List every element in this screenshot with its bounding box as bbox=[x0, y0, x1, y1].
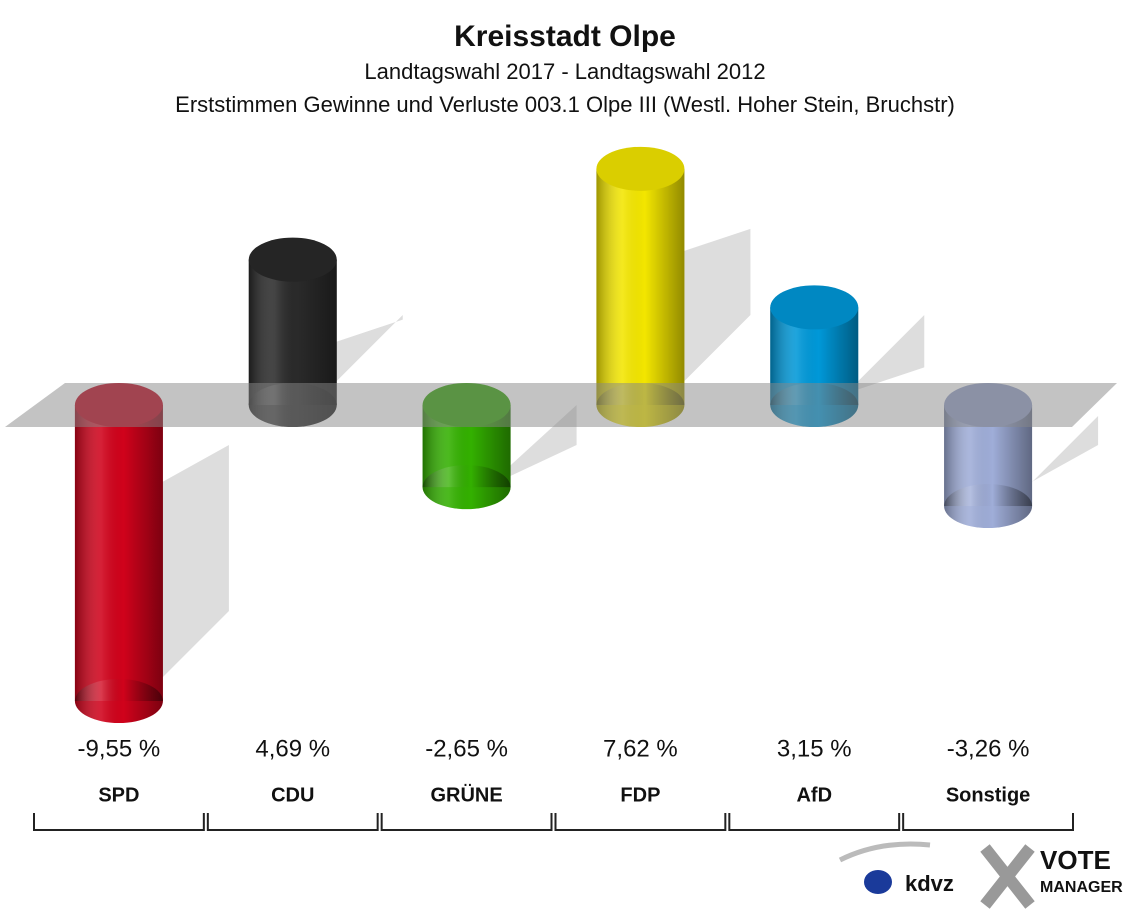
bar-top-shade bbox=[248, 237, 337, 282]
logo-ball bbox=[864, 870, 892, 894]
category-bracket bbox=[728, 813, 901, 831]
logo-text: MANAGER bbox=[1040, 879, 1123, 896]
logo-swoosh bbox=[838, 841, 931, 863]
category-bracket bbox=[554, 813, 727, 831]
bar-body-shade bbox=[74, 405, 163, 701]
category-label: AfD bbox=[796, 784, 832, 806]
category-bracket bbox=[33, 813, 205, 831]
category-label: SPD bbox=[98, 784, 139, 806]
value-label: -9,55 % bbox=[78, 735, 161, 762]
logo: kdvz VOTE MANAGER bbox=[838, 841, 1123, 909]
bar-shadow bbox=[1008, 416, 1099, 507]
bar-body-shade bbox=[248, 259, 337, 405]
value-label: -2,65 % bbox=[425, 735, 508, 762]
logo-text: VOTE bbox=[1040, 845, 1111, 875]
bar-top-shade bbox=[770, 285, 859, 330]
category-label: GRÜNE bbox=[430, 783, 502, 806]
category-bracket bbox=[380, 813, 553, 831]
labels: -9,55 % SPD 4,69 % CDU -2,65 % GRÜNE 7,62 % FDP… bbox=[33, 735, 1074, 831]
bar-top bbox=[596, 146, 685, 191]
bar-top bbox=[770, 285, 859, 330]
value-label: 7,62 % bbox=[603, 735, 678, 762]
category-bracket bbox=[902, 813, 1074, 831]
category-label: Sonstige bbox=[946, 784, 1030, 806]
chart-subtitle: Erststimmen Gewinne und Verluste 003.1 O… bbox=[175, 92, 955, 117]
bar bbox=[74, 383, 163, 723]
category-label: FDP bbox=[620, 784, 660, 806]
zero-plane bbox=[5, 383, 1117, 427]
value-label: -3,26 % bbox=[947, 735, 1030, 762]
value-label: 3,15 % bbox=[777, 735, 852, 762]
chart-subtitle: Landtagswahl 2017 - Landtagswahl 2012 bbox=[364, 59, 765, 84]
chart-title: Kreisstadt Olpe bbox=[454, 20, 676, 53]
logo-x bbox=[980, 844, 1035, 909]
category-label: CDU bbox=[271, 784, 314, 806]
bar-body-shade bbox=[596, 168, 685, 405]
category-bracket bbox=[206, 813, 379, 831]
bar-top-shade bbox=[596, 146, 685, 191]
value-label: 4,69 % bbox=[255, 735, 330, 762]
logo-text: kdvz bbox=[905, 871, 954, 896]
bar-top bbox=[248, 237, 337, 282]
